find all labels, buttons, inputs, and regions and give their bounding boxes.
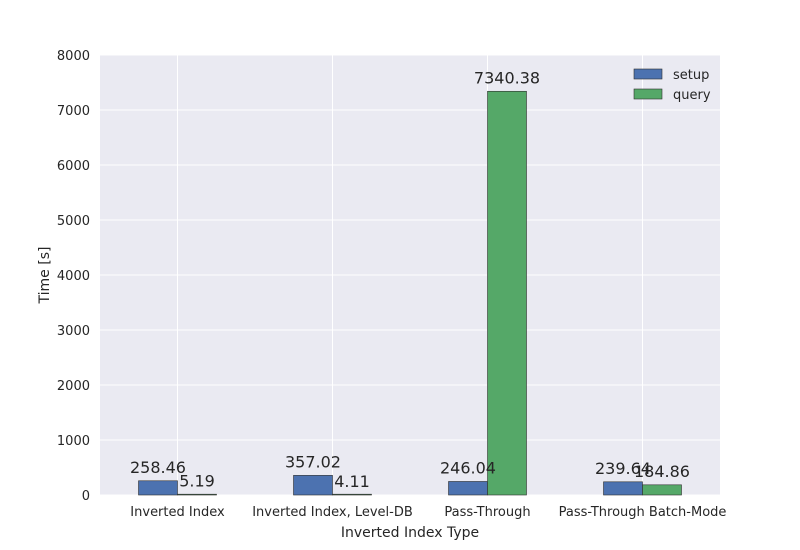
query-bar: [642, 484, 682, 496]
legend-swatch-query: [633, 88, 663, 100]
y-tick-label: 8000: [57, 49, 90, 64]
query-bar: [487, 90, 527, 496]
y-tick-label: 3000: [57, 324, 90, 339]
y-tick-label: 6000: [57, 159, 90, 174]
legend-label-query: query: [673, 88, 711, 103]
x-tick-label: Pass-Through: [444, 505, 530, 520]
query-data-label: 184.86: [634, 462, 690, 481]
grid: [100, 54, 720, 496]
setup-data-label: 246.04: [440, 458, 496, 477]
x-tick-label: Pass-Through Batch-Mode: [559, 505, 727, 520]
setup-bar: [448, 481, 488, 496]
data-labels: 258.46 357.02 246.04 239.64 5.19 4.11 7340.38 1…: [130, 68, 690, 490]
setup-bar: [138, 480, 178, 496]
y-tick-label: 5000: [57, 214, 90, 229]
x-axis-ticks: Inverted Index Inverted Index, Level-DB Pa…: [130, 505, 726, 520]
setup-bar: [293, 475, 333, 496]
query-data-label: 5.19: [179, 472, 215, 491]
y-tick-label: 2000: [57, 379, 90, 394]
y-axis-ticks: 0 1000 2000 3000 4000 5000 6000 7000 8000: [57, 49, 90, 504]
setup-bar: [603, 481, 643, 496]
setup-data-label: 357.02: [285, 452, 341, 471]
x-tick-label: Inverted Index: [130, 505, 225, 520]
legend: setup query: [633, 68, 711, 103]
bars: [138, 90, 682, 496]
legend-swatch-setup: [633, 68, 663, 80]
query-data-label: 7340.38: [474, 68, 540, 87]
y-tick-label: 1000: [57, 434, 90, 449]
query-bar: [177, 493, 217, 496]
query-data-label: 4.11: [334, 472, 370, 491]
y-axis-title: Time [s]: [37, 247, 53, 305]
y-tick-label: 4000: [57, 269, 90, 284]
legend-label-setup: setup: [673, 68, 709, 83]
setup-data-label: 258.46: [130, 458, 186, 477]
query-bar: [332, 493, 372, 496]
x-tick-label: Inverted Index, Level-DB: [252, 505, 413, 520]
setup-data-label: 239.64: [595, 459, 651, 478]
x-axis-title: Inverted Index Type: [341, 525, 479, 541]
y-tick-label: 7000: [57, 104, 90, 119]
y-tick-label: 0: [82, 489, 90, 504]
